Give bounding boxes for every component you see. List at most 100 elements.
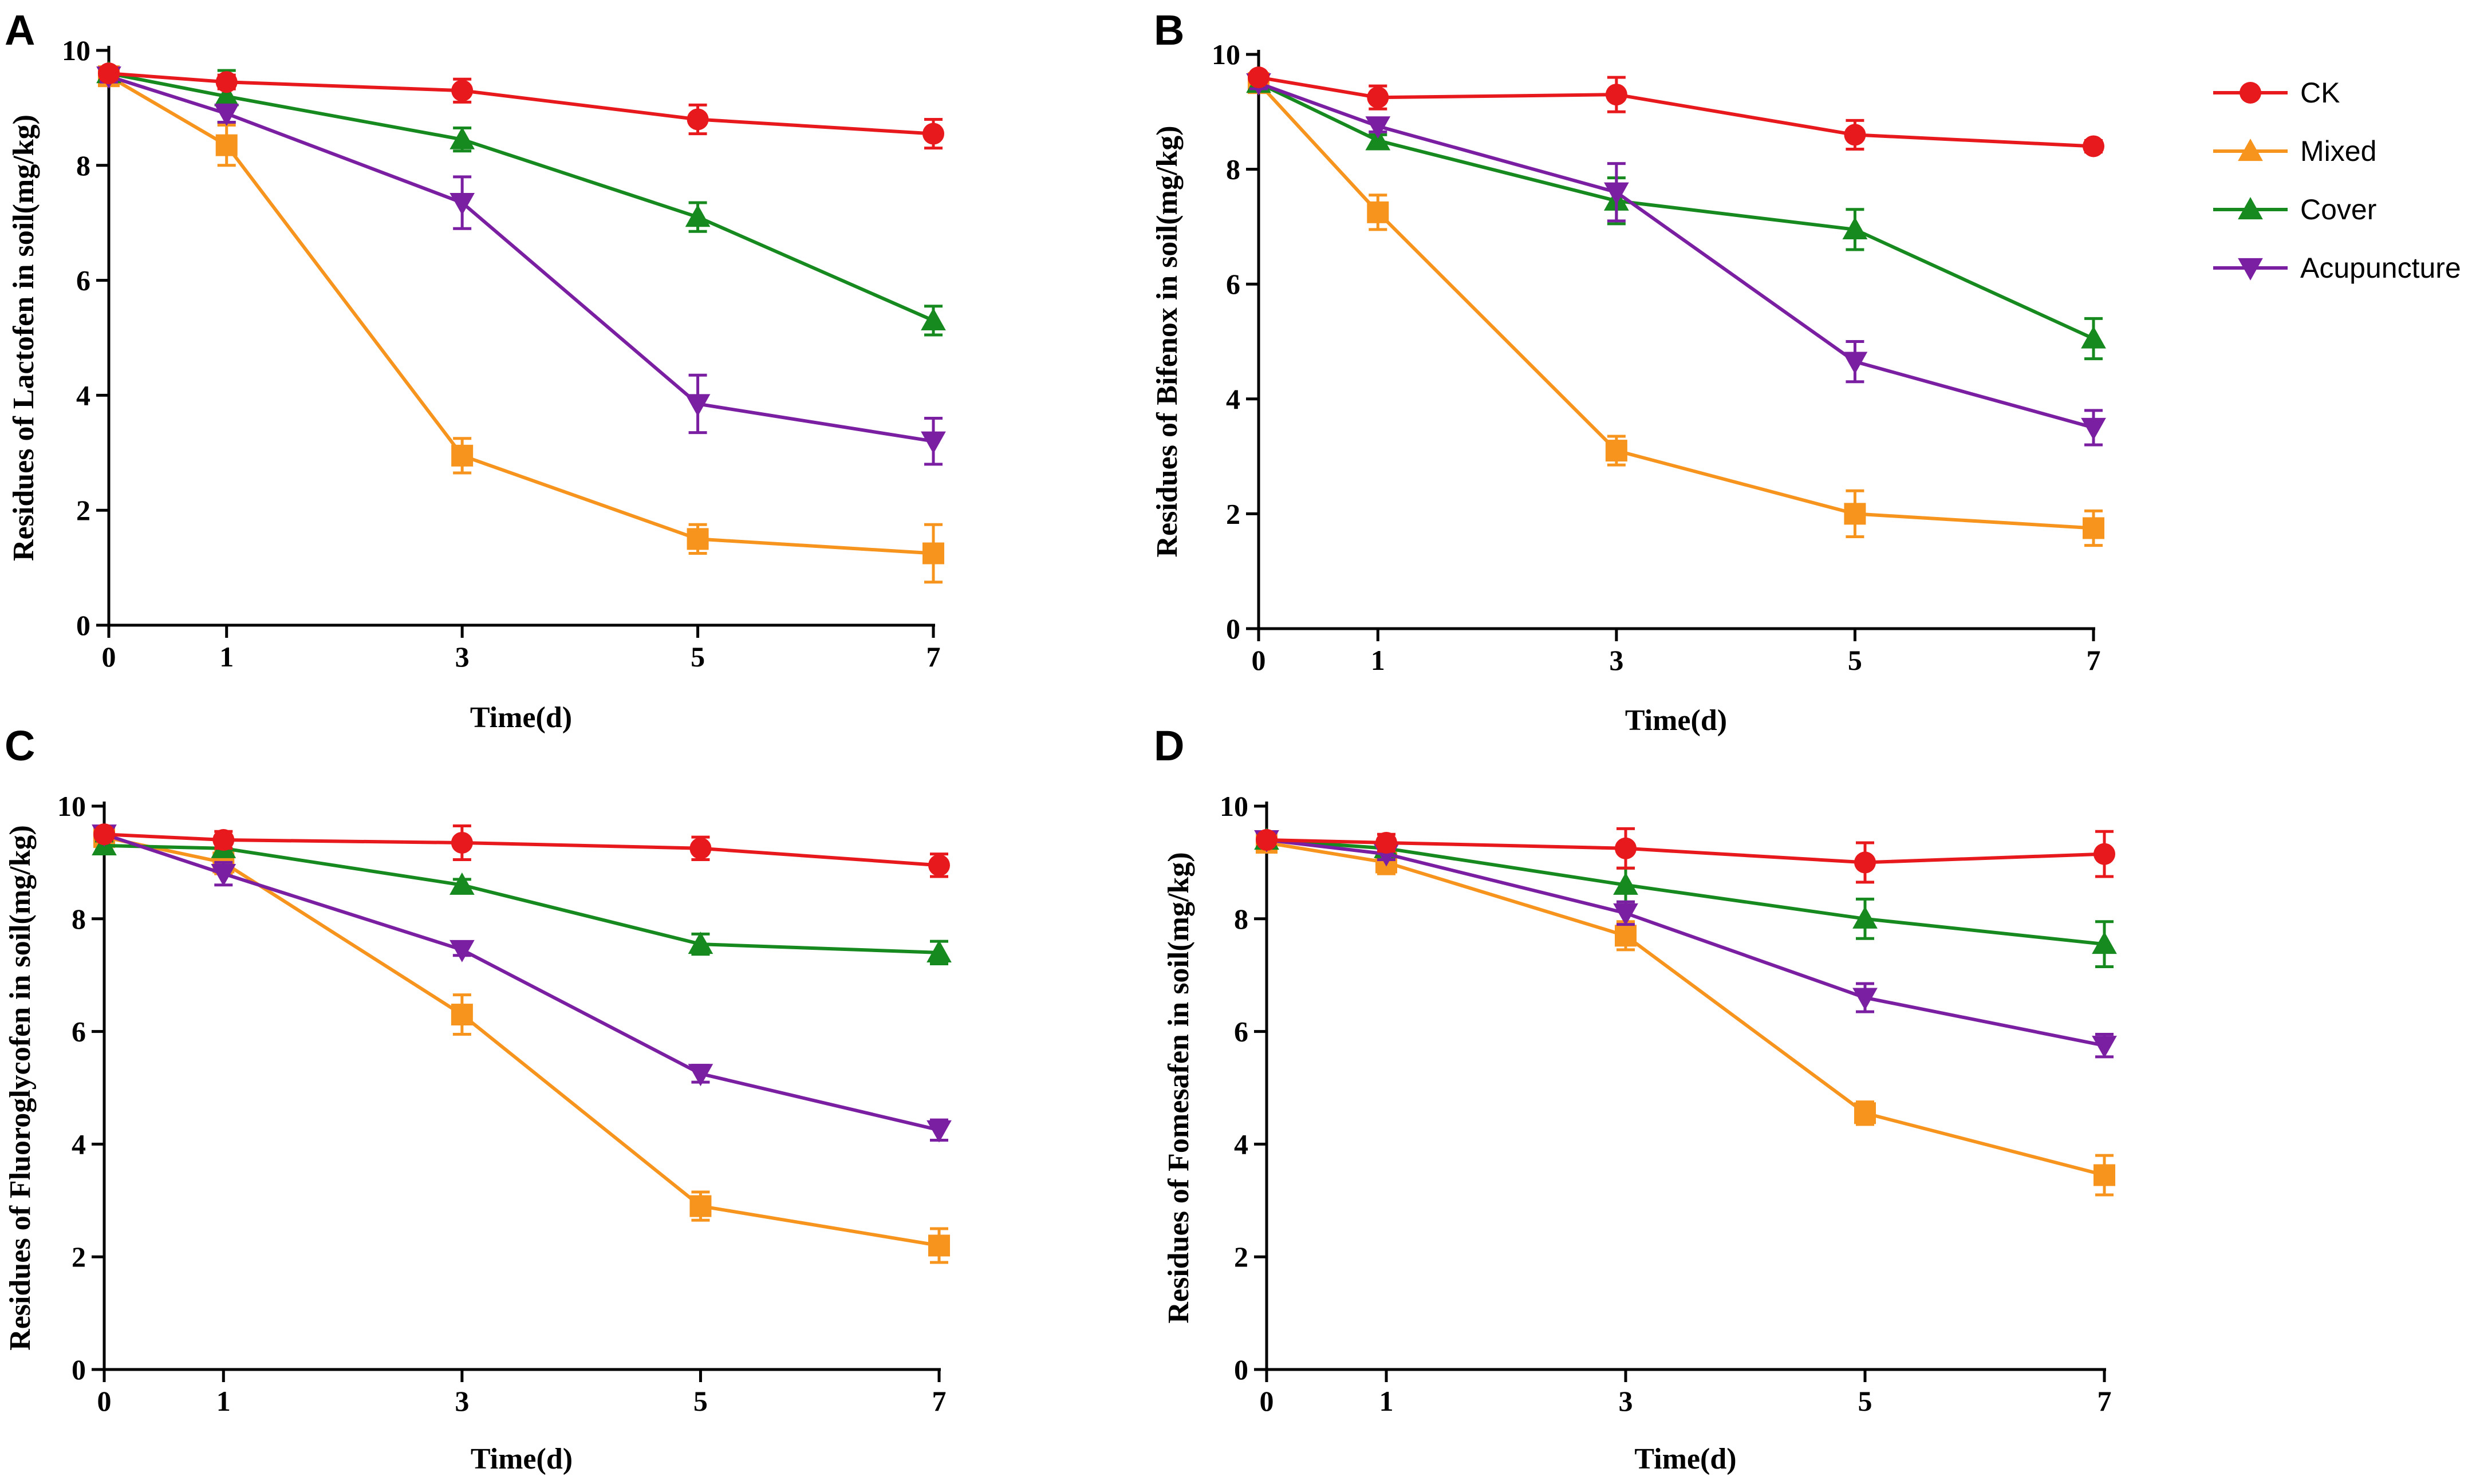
x-tick-label: 7 bbox=[932, 1385, 947, 1417]
x-tick-label: 5 bbox=[1858, 1385, 1872, 1417]
data-point bbox=[922, 542, 944, 565]
data-point bbox=[214, 84, 239, 106]
data-point bbox=[98, 62, 120, 85]
x-axis-label: Time(d) bbox=[470, 701, 572, 734]
y-tick-label: 4 bbox=[76, 379, 90, 411]
data-point bbox=[212, 829, 235, 851]
data-point bbox=[1605, 84, 1627, 106]
data-point bbox=[688, 1064, 713, 1087]
legend-item-mixed: Mixed bbox=[2213, 135, 2376, 167]
legend-marker bbox=[2238, 139, 2263, 161]
x-tick-label: 5 bbox=[693, 1385, 708, 1417]
data-point bbox=[215, 134, 238, 156]
data-point bbox=[2093, 843, 2115, 865]
y-axis-label: Residues of Fluoroglycofen in soil(mg/kg… bbox=[4, 825, 37, 1351]
y-tick-label: 2 bbox=[72, 1241, 86, 1273]
data-point bbox=[689, 837, 712, 859]
panel-letter: A bbox=[5, 6, 35, 54]
data-point bbox=[1854, 851, 1876, 874]
data-point bbox=[1256, 829, 1278, 851]
data-point bbox=[2092, 1036, 2117, 1059]
series-ck bbox=[93, 823, 950, 878]
x-tick-label: 1 bbox=[219, 641, 234, 673]
data-point bbox=[1605, 440, 1627, 462]
data-point bbox=[926, 1120, 952, 1143]
data-point bbox=[450, 127, 475, 149]
x-tick-label: 3 bbox=[1619, 1385, 1633, 1417]
data-point bbox=[685, 204, 711, 227]
data-point bbox=[926, 940, 952, 962]
data-point bbox=[1615, 837, 1637, 859]
panel-D: D 0 2 4 6 8 10 0 1 3 5 7 Time(d) Residues of Fomesafe… bbox=[1154, 722, 2117, 1475]
data-point bbox=[1367, 201, 1389, 223]
y-tick-label: 4 bbox=[1234, 1128, 1248, 1160]
legend-item-ck: CK bbox=[2213, 77, 2340, 109]
data-point bbox=[1842, 352, 1868, 374]
data-point bbox=[1365, 128, 1391, 151]
x-tick-label: 3 bbox=[455, 641, 470, 673]
series-ck bbox=[98, 62, 944, 150]
data-point bbox=[215, 71, 238, 93]
x-tick-label: 0 bbox=[1252, 644, 1266, 676]
data-point bbox=[687, 528, 709, 550]
data-point bbox=[685, 394, 711, 417]
series-mixed bbox=[1256, 831, 2115, 1197]
data-point bbox=[1375, 831, 1397, 854]
legend-label: Mixed bbox=[2300, 135, 2376, 167]
x-tick-label: 1 bbox=[1379, 1385, 1394, 1417]
panel-A: A 0 2 4 6 8 10 0 1 3 5 7 Time(d) Residues of Lactofen… bbox=[5, 6, 946, 734]
data-point bbox=[928, 854, 950, 877]
y-tick-label: 0 bbox=[1234, 1353, 1248, 1386]
y-tick-label: 2 bbox=[1234, 1241, 1248, 1273]
data-point bbox=[1367, 86, 1389, 109]
series-acupuncture bbox=[1246, 73, 2106, 447]
data-point bbox=[2083, 517, 2104, 539]
data-point bbox=[450, 872, 475, 895]
y-tick-label: 6 bbox=[72, 1016, 86, 1048]
data-point bbox=[1852, 906, 1878, 929]
series-mixed bbox=[93, 826, 950, 1264]
y-tick-label: 10 bbox=[1212, 38, 1240, 70]
legend-label: CK bbox=[2300, 77, 2340, 109]
data-point bbox=[2092, 932, 2117, 954]
data-point bbox=[922, 123, 944, 145]
y-axis-label: Residues of Fomesafen in soil(mg/kg) bbox=[1162, 852, 1195, 1323]
data-point bbox=[1604, 182, 1629, 205]
data-point bbox=[451, 444, 474, 467]
y-tick-label: 4 bbox=[1226, 383, 1240, 415]
y-tick-label: 0 bbox=[76, 609, 90, 641]
data-point bbox=[1613, 903, 1638, 926]
data-point bbox=[1852, 988, 1878, 1011]
x-tick-label: 7 bbox=[926, 641, 941, 673]
legend-marker bbox=[2240, 82, 2261, 104]
x-tick-label: 5 bbox=[1848, 644, 1862, 676]
data-point bbox=[689, 1195, 712, 1217]
data-point bbox=[1365, 116, 1391, 139]
y-tick-label: 6 bbox=[1234, 1016, 1248, 1048]
series-cover bbox=[92, 833, 952, 966]
panel-B: B 0 2 4 6 8 10 0 1 3 5 7 Time(d) Residues of Bifenox … bbox=[1151, 6, 2106, 737]
data-point bbox=[928, 1234, 950, 1257]
y-tick-label: 0 bbox=[1226, 613, 1240, 645]
data-point bbox=[93, 823, 115, 846]
data-point bbox=[688, 932, 713, 954]
legend: CK Mixed Cover Acupuncture bbox=[2213, 77, 2461, 284]
panel-letter: C bbox=[5, 722, 35, 769]
x-tick-label: 7 bbox=[2087, 644, 2101, 676]
y-tick-label: 2 bbox=[76, 494, 90, 526]
data-point bbox=[450, 940, 475, 962]
y-axis-label: Residues of Bifenox in soil(mg/kg) bbox=[1151, 125, 1184, 557]
x-tick-label: 5 bbox=[691, 641, 705, 673]
legend-label: Acupuncture bbox=[2300, 252, 2461, 284]
x-tick-label: 0 bbox=[102, 641, 116, 673]
x-tick-label: 3 bbox=[455, 1385, 469, 1417]
data-point bbox=[2081, 326, 2106, 349]
data-point bbox=[451, 831, 473, 854]
data-point bbox=[1844, 124, 1866, 146]
y-tick-label: 10 bbox=[62, 34, 90, 66]
y-tick-label: 8 bbox=[72, 903, 86, 935]
y-tick-label: 2 bbox=[1226, 498, 1240, 530]
data-point bbox=[1615, 925, 1637, 947]
